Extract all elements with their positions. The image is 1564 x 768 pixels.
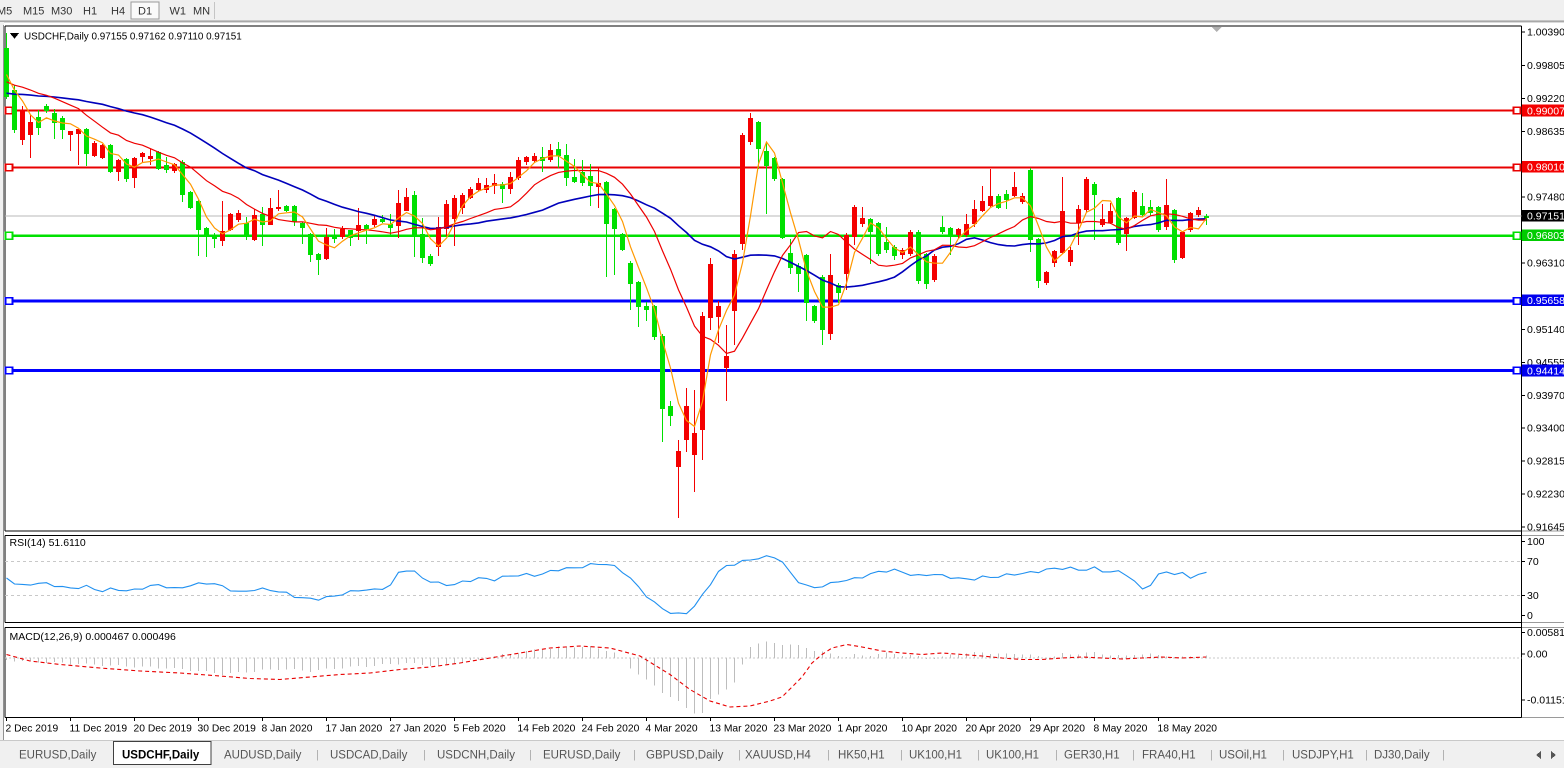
svg-text:0.99007: 0.99007	[1527, 105, 1564, 117]
svg-text:0.98010: 0.98010	[1527, 162, 1564, 174]
svg-text:MACD(12,26,9) 0.000467 0.00049: MACD(12,26,9) 0.000467 0.000496	[10, 631, 177, 643]
svg-text:|: |	[1442, 749, 1445, 761]
svg-text:RSI(14) 51.6110: RSI(14) 51.6110	[10, 537, 86, 549]
svg-text:USDCHF,Daily 0.97155 0.97162: USDCHF,Daily 0.97155 0.97162 0.97110 0.9…	[24, 32, 242, 43]
svg-text:USDCHF,Daily: USDCHF,Daily	[122, 750, 200, 762]
svg-text:0.93400: 0.93400	[1527, 422, 1564, 434]
svg-text:17 Jan 2020: 17 Jan 2020	[326, 724, 383, 735]
svg-text:0.00: 0.00	[1527, 649, 1548, 661]
svg-text:|: |	[633, 749, 636, 761]
svg-text:29 Apr 2020: 29 Apr 2020	[1030, 724, 1086, 735]
svg-text:AUDUSD,Daily: AUDUSD,Daily	[224, 750, 302, 762]
svg-text:18 May 2020: 18 May 2020	[1158, 724, 1218, 735]
svg-text:0.95140: 0.95140	[1527, 324, 1564, 336]
svg-text:23 Mar 2020: 23 Mar 2020	[774, 724, 832, 735]
svg-text:M15: M15	[23, 6, 44, 18]
svg-text:0.99220: 0.99220	[1527, 93, 1564, 105]
svg-text:EURUSD,Daily: EURUSD,Daily	[19, 750, 97, 762]
svg-text:USDCAD,Daily: USDCAD,Daily	[330, 750, 408, 762]
svg-text:20 Apr 2020: 20 Apr 2020	[966, 724, 1022, 735]
svg-text:30 Dec 2019: 30 Dec 2019	[198, 724, 257, 735]
svg-text:1.00390: 1.00390	[1527, 27, 1564, 39]
svg-text:DJ30,Daily: DJ30,Daily	[1374, 750, 1430, 762]
svg-text:D1: D1	[138, 6, 152, 18]
svg-text:0.96310: 0.96310	[1527, 258, 1564, 270]
svg-text:|: |	[316, 749, 319, 761]
svg-text:USDCNH,Daily: USDCNH,Daily	[437, 750, 515, 762]
svg-text:0.93970: 0.93970	[1527, 390, 1564, 402]
svg-text:0.97480: 0.97480	[1527, 191, 1564, 203]
svg-text:100: 100	[1527, 536, 1545, 548]
svg-text:|: |	[1132, 749, 1135, 761]
svg-text:|: |	[529, 749, 532, 761]
svg-text:4 Mar 2020: 4 Mar 2020	[646, 724, 698, 735]
svg-text:1 Apr 2020: 1 Apr 2020	[838, 724, 888, 735]
svg-text:|: |	[827, 749, 830, 761]
svg-text:|: |	[1282, 749, 1285, 761]
svg-text:24 Feb 2020: 24 Feb 2020	[582, 724, 640, 735]
svg-text:|: |	[900, 749, 903, 761]
svg-text:70: 70	[1527, 556, 1539, 568]
svg-text:0.92815: 0.92815	[1527, 456, 1564, 468]
svg-text:HK50,H1: HK50,H1	[838, 750, 885, 762]
svg-text:W1: W1	[170, 6, 187, 18]
svg-text:10 Apr 2020: 10 Apr 2020	[902, 724, 958, 735]
svg-text:USOil,H1: USOil,H1	[1219, 750, 1267, 762]
svg-text:|: |	[1210, 749, 1213, 761]
svg-text:GBPUSD,Daily: GBPUSD,Daily	[646, 750, 724, 762]
svg-text:EURUSD,Daily: EURUSD,Daily	[543, 750, 621, 762]
svg-text:0.98635: 0.98635	[1527, 126, 1564, 138]
svg-text:14 Feb 2020: 14 Feb 2020	[518, 724, 576, 735]
svg-text:2 Dec 2019: 2 Dec 2019	[6, 724, 59, 735]
svg-text:UK100,H1: UK100,H1	[986, 750, 1039, 762]
svg-text:|: |	[423, 749, 426, 761]
svg-text:30: 30	[1527, 590, 1539, 602]
svg-text:|: |	[1055, 749, 1058, 761]
svg-text:MN: MN	[193, 6, 210, 18]
svg-text:FRA40,H1: FRA40,H1	[1142, 750, 1196, 762]
svg-text:0.97151: 0.97151	[1527, 210, 1564, 222]
svg-text:M30: M30	[51, 6, 72, 18]
svg-text:USDJPY,H1: USDJPY,H1	[1292, 750, 1354, 762]
svg-text:|: |	[738, 749, 741, 761]
svg-text:M5: M5	[0, 6, 12, 18]
svg-text:0.91645: 0.91645	[1527, 522, 1564, 534]
svg-text:|: |	[977, 749, 980, 761]
svg-text:0.95658: 0.95658	[1527, 295, 1564, 307]
svg-text:H4: H4	[111, 6, 125, 18]
svg-text:0.99805: 0.99805	[1527, 60, 1564, 72]
svg-text:20 Dec 2019: 20 Dec 2019	[134, 724, 193, 735]
svg-text:0.94414: 0.94414	[1527, 365, 1564, 377]
svg-text:-0.011514: -0.011514	[1527, 695, 1564, 707]
svg-text:0.96803: 0.96803	[1527, 230, 1564, 242]
svg-text:13 Mar 2020: 13 Mar 2020	[710, 724, 768, 735]
svg-text:0: 0	[1527, 610, 1533, 622]
svg-text:11 Dec 2019: 11 Dec 2019	[70, 724, 128, 735]
svg-text:|: |	[1365, 749, 1368, 761]
svg-text:XAUUSD,H4: XAUUSD,H4	[745, 750, 811, 762]
svg-text:8 May 2020: 8 May 2020	[1094, 724, 1148, 735]
svg-text:0.005818: 0.005818	[1527, 627, 1564, 639]
svg-text:H1: H1	[83, 6, 97, 18]
svg-text:27 Jan 2020: 27 Jan 2020	[390, 724, 447, 735]
svg-text:UK100,H1: UK100,H1	[909, 750, 962, 762]
svg-text:5 Feb 2020: 5 Feb 2020	[454, 724, 506, 735]
svg-text:0.92230: 0.92230	[1527, 489, 1564, 501]
svg-text:8 Jan 2020: 8 Jan 2020	[262, 724, 313, 735]
svg-text:GER30,H1: GER30,H1	[1064, 750, 1120, 762]
